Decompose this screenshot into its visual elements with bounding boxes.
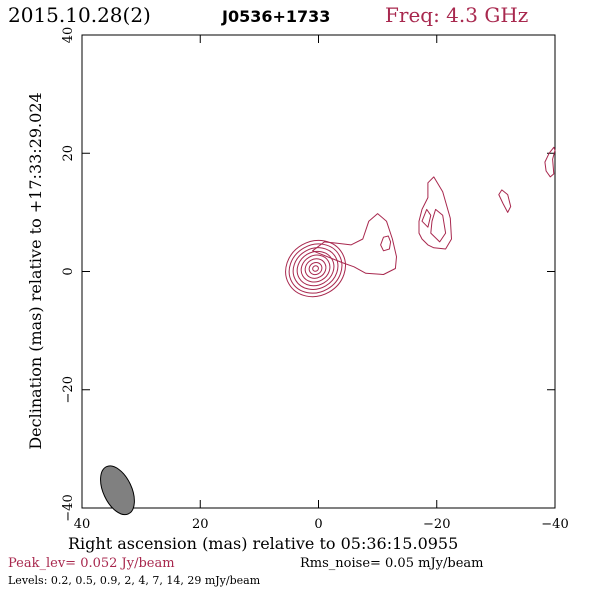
core-contour [312, 265, 319, 272]
x-tick-labels: 40 20 0 −20 −40 [74, 517, 569, 532]
beam-group [100, 465, 135, 516]
core-contour [304, 258, 327, 279]
jet-contour [421, 208, 432, 228]
rms-noise: Rms_noise= 0.05 mJy/beam [300, 556, 483, 571]
axis-ticks [81, 34, 556, 509]
x-tick-label: 20 [192, 517, 209, 532]
plot-frame [81, 34, 556, 509]
y-tick-label: 0 [61, 267, 76, 275]
y-axis-label: Declination (mas) relative to +17:33:29.… [26, 92, 45, 449]
beam-ellipse [100, 465, 135, 516]
core-contour [300, 254, 331, 283]
observation-date: 2015.10.28(2) [8, 3, 151, 27]
x-tick-label: −40 [541, 517, 568, 532]
jet-contour [544, 146, 556, 178]
core-contour [285, 239, 346, 298]
core-contour [296, 250, 335, 287]
contour-lines [285, 146, 556, 298]
jet-contour [380, 235, 392, 252]
core-contour [308, 261, 323, 276]
frequency-label: Freq: 4.3 GHz [385, 3, 528, 27]
y-tick-labels: 40 20 0 −20 −40 [61, 27, 76, 522]
x-tick-label: 0 [314, 517, 322, 532]
y-tick-label: −20 [61, 376, 76, 403]
jet-contour [430, 208, 447, 243]
jet-contour [418, 176, 452, 250]
contour-levels: Levels: 0.2, 0.5, 0.9, 2, 4, 7, 14, 29 m… [8, 574, 261, 587]
y-tick-label: 40 [61, 27, 76, 44]
jet-contour [498, 189, 512, 213]
core-contour [288, 243, 343, 294]
jet-contour [312, 213, 397, 275]
x-tick-label: −20 [423, 517, 450, 532]
y-tick-label: −40 [61, 494, 76, 521]
y-tick-label: 20 [61, 145, 76, 162]
source-name: J0536+1733 [221, 7, 330, 26]
peak-level: Peak_lev= 0.052 Jy/beam [8, 556, 175, 571]
x-axis-label: Right ascension (mas) relative to 05:36:… [68, 534, 458, 553]
core-contour [292, 247, 339, 290]
x-tick-label: 40 [74, 517, 91, 532]
